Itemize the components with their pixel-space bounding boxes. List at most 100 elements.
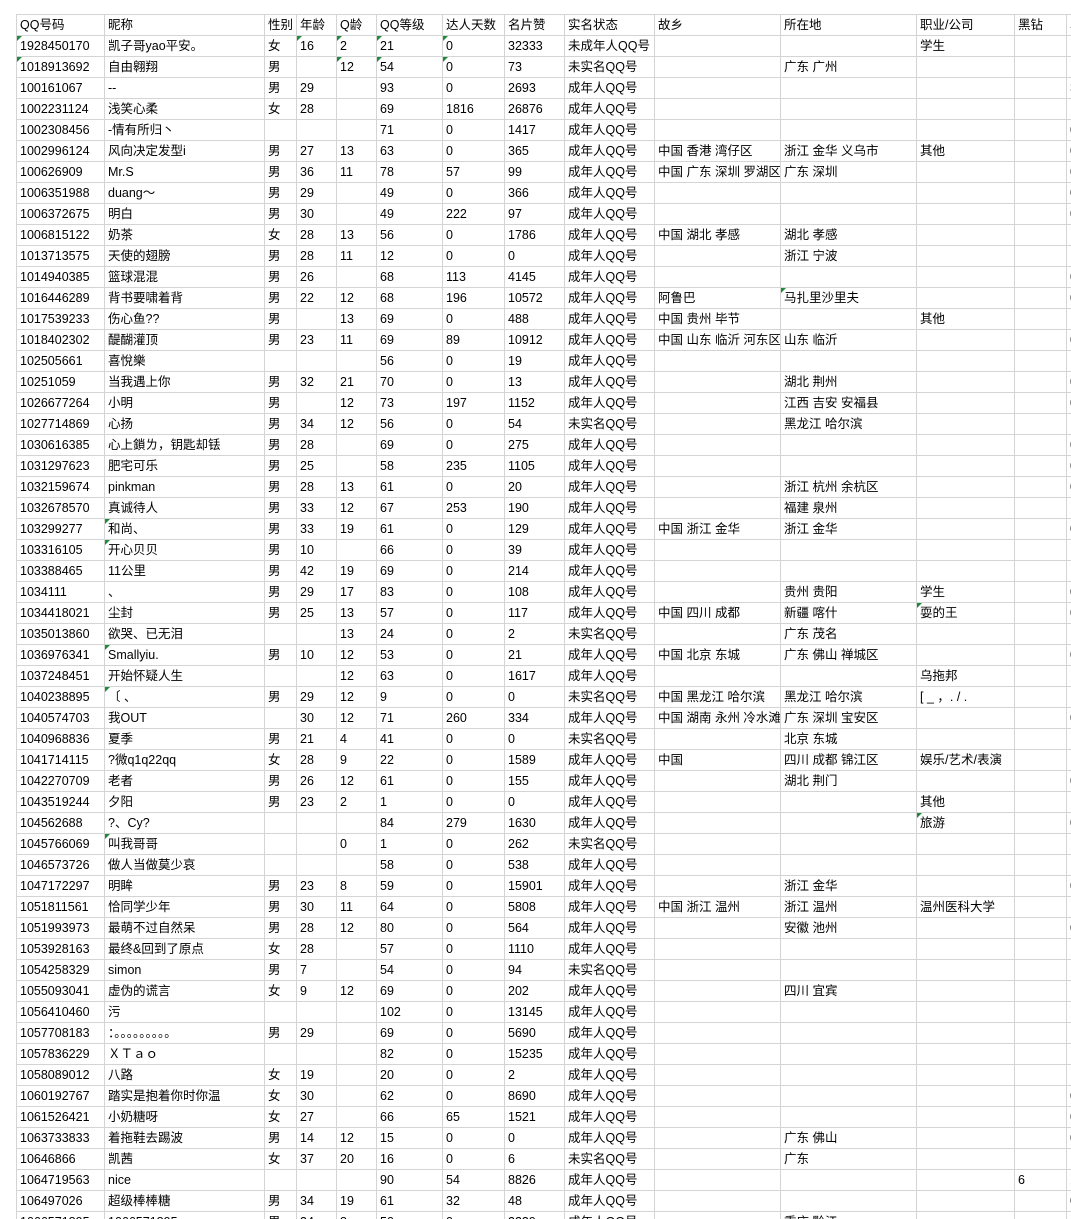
cell-level[interactable]: 69	[376, 329, 443, 351]
cell-level[interactable]: 70	[376, 371, 443, 393]
cell-sex[interactable]: 男	[264, 686, 297, 708]
cell-real[interactable]: 成年人QQ号	[564, 518, 655, 540]
cell-qq[interactable]: 1026677264	[16, 392, 105, 414]
cell-sex[interactable]: 男	[264, 161, 297, 183]
table-row[interactable]: 1027714869 心扬男 34 12 56 0 54 未实名QQ号 黑龙江 哈尔滨	[16, 413, 1071, 435]
cell-nick[interactable]: 真诚待人	[104, 497, 265, 519]
cell-zan[interactable]: 0	[504, 791, 565, 813]
cell-qq[interactable]: 1058089012	[16, 1064, 105, 1086]
cell-job[interactable]	[916, 497, 1015, 519]
table-row[interactable]: 1018402302 醍醐灌顶男 23 11 69 89 10912 成年人QQ号 中国 山东 …	[16, 329, 1071, 351]
cell-zan[interactable]: 5808	[504, 896, 565, 918]
cell-age[interactable]: 32	[296, 371, 337, 393]
cell-job[interactable]	[916, 245, 1015, 267]
cell-level[interactable]: 63	[376, 140, 443, 162]
column-header-zan[interactable]: 名片赞	[504, 14, 565, 36]
cell-loc[interactable]: 浙江 温州	[780, 896, 917, 918]
cell-xin[interactable]: 0	[1066, 182, 1071, 204]
cell-hei[interactable]	[1014, 1127, 1067, 1149]
cell-qage[interactable]: 19	[336, 1190, 377, 1212]
cell-loc[interactable]	[780, 455, 917, 477]
cell-xin[interactable]	[1066, 938, 1071, 960]
cell-hei[interactable]	[1014, 455, 1067, 477]
cell-job[interactable]: 学生	[916, 581, 1015, 603]
cell-qage[interactable]: 12	[336, 980, 377, 1002]
table-row[interactable]: 1032159674 pinkman 男 28 13 61 0 20 成年人QQ号 浙江 杭州 余…	[16, 476, 1071, 498]
cell-job[interactable]	[916, 980, 1015, 1002]
cell-hei[interactable]	[1014, 581, 1067, 603]
cell-zan[interactable]: 190	[504, 497, 565, 519]
cell-qq[interactable]: 1006372675	[16, 203, 105, 225]
cell-loc[interactable]	[780, 203, 917, 225]
cell-sex[interactable]: 男	[264, 518, 297, 540]
table-row[interactable]: 1057708183：。。。。。。。。。男 29 69 0 5690 成年人QQ号	[16, 1022, 1071, 1044]
cell-level[interactable]: 57	[376, 938, 443, 960]
cell-hei[interactable]	[1014, 749, 1067, 771]
cell-qq[interactable]: 1063733833	[16, 1127, 105, 1149]
cell-loc[interactable]: 贵州 贵阳	[780, 581, 917, 603]
cell-level[interactable]: 56	[376, 224, 443, 246]
cell-xin[interactable]: 0	[1066, 434, 1071, 456]
cell-home[interactable]	[654, 203, 781, 225]
cell-home[interactable]: 中国 广东 深圳 罗湖区	[654, 161, 781, 183]
cell-age[interactable]: 19	[296, 1064, 337, 1086]
cell-level[interactable]: 54	[376, 56, 443, 78]
cell-zan[interactable]: 0	[504, 728, 565, 750]
cell-loc[interactable]	[780, 1064, 917, 1086]
cell-home[interactable]	[654, 77, 781, 99]
cell-qage[interactable]	[336, 98, 377, 120]
cell-qage[interactable]	[336, 854, 377, 876]
cell-xin[interactable]	[1066, 245, 1071, 267]
table-row[interactable]: 1016446289 背书要啸着背男 22 12 68 196 10572 成年人QQ号 阿鲁巴…	[16, 287, 1071, 309]
cell-real[interactable]: 未实名QQ号	[564, 413, 655, 435]
cell-level[interactable]: 63	[376, 665, 443, 687]
cell-level[interactable]: 69	[376, 1022, 443, 1044]
cell-sex[interactable]	[264, 833, 297, 855]
cell-job[interactable]	[916, 959, 1015, 981]
cell-loc[interactable]	[780, 938, 917, 960]
cell-daren[interactable]: 113	[442, 266, 505, 288]
cell-job[interactable]	[916, 224, 1015, 246]
cell-level[interactable]: 61	[376, 518, 443, 540]
cell-qage[interactable]	[336, 812, 377, 834]
cell-qage[interactable]	[336, 119, 377, 141]
cell-level[interactable]: 61	[376, 1190, 443, 1212]
cell-loc[interactable]	[780, 1190, 917, 1212]
cell-age[interactable]: 36	[296, 161, 337, 183]
table-row[interactable]: 1006815122 奶茶女 28 13 56 0 1786 成年人QQ号 中国 湖北 孝感 湖北…	[16, 224, 1071, 246]
cell-qage[interactable]: 8	[336, 1211, 377, 1219]
cell-daren[interactable]: 0	[442, 182, 505, 204]
cell-real[interactable]: 成年人QQ号	[564, 392, 655, 414]
cell-nick[interactable]: 叫我哥哥	[104, 833, 265, 855]
cell-real[interactable]: 成年人QQ号	[564, 371, 655, 393]
cell-xin[interactable]: 0	[1066, 287, 1071, 309]
table-row[interactable]: 1055093041 虚伪的谎言女 9 12 69 0 202 成年人QQ号 四川 宜宾	[16, 980, 1071, 1002]
cell-real[interactable]: 成年人QQ号	[564, 77, 655, 99]
cell-daren[interactable]: 0	[442, 623, 505, 645]
cell-qq[interactable]: 1064719563	[16, 1169, 105, 1191]
cell-loc[interactable]: 浙江 金华	[780, 875, 917, 897]
cell-level[interactable]: 57	[376, 602, 443, 624]
cell-hei[interactable]	[1014, 770, 1067, 792]
table-row[interactable]: 103316105 开心贝贝男 10 66 0 39 成年人QQ号	[16, 539, 1071, 561]
cell-daren[interactable]: 0	[442, 980, 505, 1002]
cell-real[interactable]: 成年人QQ号	[564, 854, 655, 876]
cell-home[interactable]	[654, 434, 781, 456]
cell-job[interactable]	[916, 770, 1015, 792]
cell-xin[interactable]: 0	[1066, 140, 1071, 162]
cell-xin[interactable]	[1066, 560, 1071, 582]
cell-job[interactable]: 娱乐/艺术/表演	[916, 749, 1015, 771]
cell-level[interactable]: 61	[376, 476, 443, 498]
cell-age[interactable]: 21	[296, 728, 337, 750]
cell-nick[interactable]: 背书要啸着背	[104, 287, 265, 309]
cell-qage[interactable]: 12	[336, 770, 377, 792]
cell-loc[interactable]: 广东 佛山 禅城区	[780, 644, 917, 666]
cell-real[interactable]: 成年人QQ号	[564, 1127, 655, 1149]
cell-qq[interactable]: 103316105	[16, 539, 105, 561]
cell-hei[interactable]	[1014, 1190, 1067, 1212]
cell-nick[interactable]: 11公里	[104, 560, 265, 582]
column-header-nick[interactable]: 昵称	[104, 14, 265, 36]
cell-age[interactable]: 34	[296, 413, 337, 435]
cell-job[interactable]	[916, 644, 1015, 666]
cell-sex[interactable]: 男	[264, 791, 297, 813]
